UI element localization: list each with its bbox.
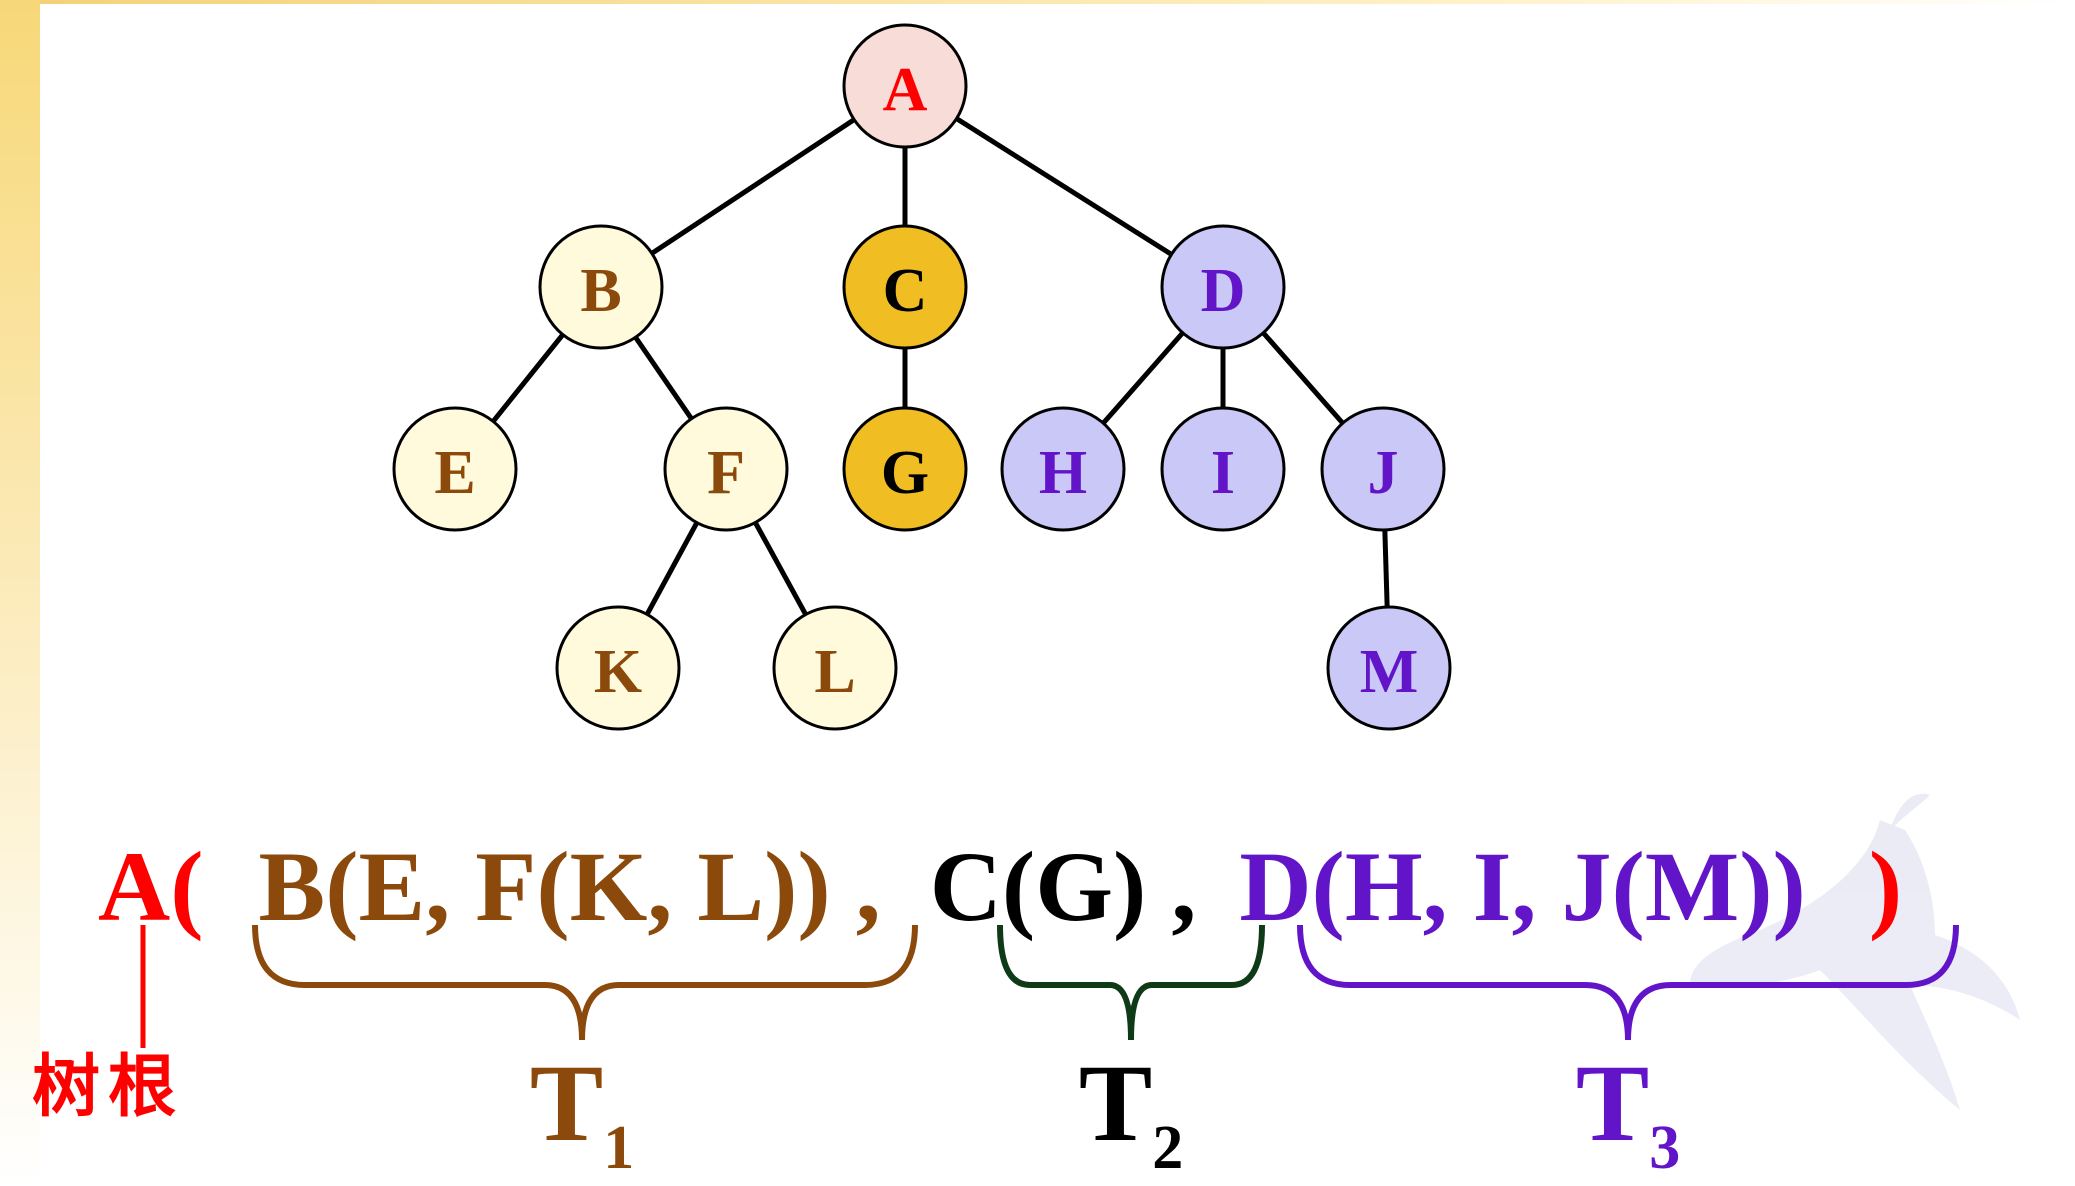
brace-t1: [255, 925, 915, 1040]
tree-nodes: A B C D E F G H I J K L M: [394, 25, 1450, 729]
label-t2-sub: 2: [1152, 1114, 1183, 1182]
node-label-D: D: [1201, 257, 1246, 325]
label-t1-letter: T: [530, 1042, 603, 1164]
expr-t1: B(E, F(K, L)): [259, 831, 831, 942]
expr-t2: C(G): [930, 831, 1147, 942]
node-label-L: L: [814, 638, 855, 706]
node-C: C: [844, 226, 966, 348]
node-label-C: C: [883, 257, 928, 325]
label-t1: T1: [530, 1042, 634, 1182]
node-M: M: [1328, 607, 1450, 729]
label-t3: T3: [1576, 1042, 1680, 1182]
node-G: G: [844, 408, 966, 530]
node-label-M: M: [1360, 638, 1419, 706]
node-label-I: I: [1211, 439, 1235, 507]
expr-close: ): [1869, 831, 1902, 942]
node-B: B: [540, 226, 662, 348]
node-label-A: A: [883, 56, 928, 124]
brace-t2: [1000, 925, 1262, 1040]
node-J: J: [1322, 408, 1444, 530]
node-label-H: H: [1039, 439, 1087, 507]
node-H: H: [1002, 408, 1124, 530]
label-t3-letter: T: [1576, 1042, 1649, 1164]
tree-edges: [455, 86, 1389, 668]
node-label-F: F: [707, 439, 745, 507]
label-t1-sub: 1: [603, 1114, 634, 1182]
node-label-E: E: [434, 439, 475, 507]
node-F: F: [665, 408, 787, 530]
node-label-J: J: [1368, 439, 1399, 507]
node-I: I: [1162, 408, 1284, 530]
expr-t3: D(H, I, J(M)): [1239, 831, 1806, 942]
node-label-B: B: [580, 257, 621, 325]
root-note: 树根: [32, 1048, 184, 1127]
node-label-K: K: [594, 638, 642, 706]
label-t2: T2: [1079, 1042, 1183, 1182]
node-A: A: [844, 25, 966, 147]
node-D: D: [1162, 226, 1284, 348]
expr-root: A(: [98, 831, 204, 942]
node-E: E: [394, 408, 516, 530]
expr-comma-2: ,: [1171, 831, 1196, 942]
node-L: L: [774, 607, 896, 729]
node-K: K: [557, 607, 679, 729]
node-label-G: G: [881, 439, 929, 507]
label-t3-sub: 3: [1649, 1114, 1680, 1182]
label-t2-letter: T: [1079, 1042, 1152, 1164]
expr-comma-1: ,: [856, 831, 881, 942]
